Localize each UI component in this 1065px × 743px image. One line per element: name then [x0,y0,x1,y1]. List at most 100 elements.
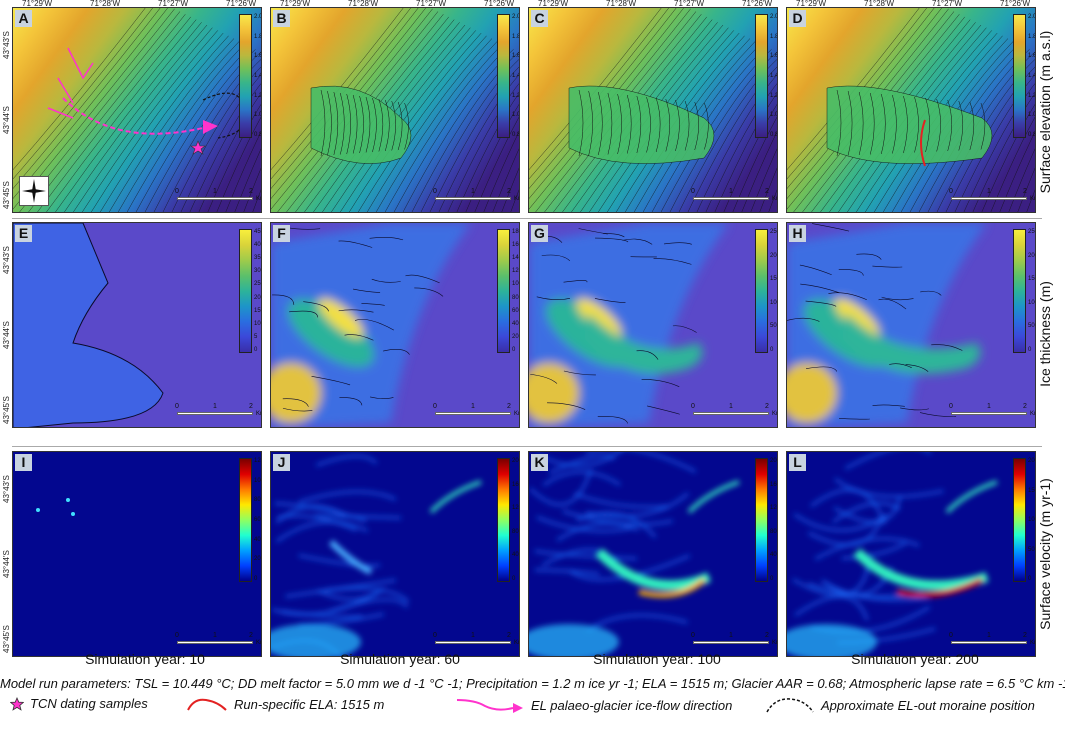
map-panel-e: E 45 40 35 30 25 20 15 10 5 0 0 1 2Km [12,222,262,428]
latitude-label: 43°43'S [2,475,11,503]
colorbar-tick: 2.0 [512,14,520,20]
colorbar-tick: 25 [254,281,261,288]
scale-unit: Km [514,411,519,417]
magenta-arrow-icon [456,699,523,713]
panel-label: A [15,10,32,27]
colorbar-tick: 180 [512,229,519,235]
sim-year-10: Simulation year: 10 [85,651,205,667]
colorbar-tick: 1.8 [770,33,778,40]
colorbar-tick: 2.0 [770,14,778,20]
colorbar-tick: 150 [1028,276,1035,283]
map-panel-g: G 250 200 150 100 50 0 0 1 2Km [528,222,778,428]
scale-tick: 1 [213,632,217,639]
colorbar-tick: 30 [254,268,261,275]
colorbar [497,229,510,353]
colorbar-tick: 200 [770,458,777,464]
scale-tick: 1 [471,632,475,639]
scale-bar: 0 1 2Km [433,399,519,417]
colorbar-tick: 1.2 [1028,92,1036,99]
panel-label: H [789,225,806,242]
longitude-label: 71°28'W [606,0,637,8]
scale-bar-line [435,641,511,644]
star-icon [10,696,24,711]
colorbar-ticks: 2.0 1.8 1.6 1.4 1.2 1.0 0.8 [770,14,778,138]
colorbar-tick: 1.6 [254,53,262,60]
colorbar-tick: 0.8 [1028,132,1036,138]
row-separator [12,218,1042,219]
colorbar-tick: 0 [512,576,516,582]
scale-unit: Km [514,196,519,202]
colorbar [497,458,510,582]
colorbar-tick: 250 [770,229,777,235]
scale-bar-line [951,197,1027,200]
colorbar-tick: 80 [254,497,261,504]
colorbar-tick: 40 [512,320,519,327]
scale-bar: 0 1 2Km [175,399,261,417]
colorbar-tick: 1.2 [254,92,262,99]
panel-label: D [789,10,806,27]
colorbar [755,229,768,353]
scale-tick: 1 [729,403,733,410]
legend-ela: Run-specific ELA: 1515 m [186,696,384,712]
colorbar-tick: 0 [512,347,516,353]
scale-unit: Km [256,411,261,417]
scale-tick: 1 [987,403,991,410]
colorbar [1013,14,1026,138]
scale-tick: 0 [175,632,179,639]
map-panel-c: C 2.0 1.8 1.6 1.4 1.2 1.0 0.8 0 1 2Km [528,7,778,213]
colorbar-tick: 1.0 [254,112,262,119]
colorbar-tick: 0.8 [254,132,262,138]
colorbar-tick: 0 [1028,347,1032,353]
scale-tick: 2 [507,632,511,639]
scale-unit: Km [256,196,261,202]
map-panel-i: I 120 100 80 60 40 20 0 0 1 2Km [12,451,262,657]
scale-bar: 0 1 2Km [949,628,1035,646]
colorbar-ticks: 2.0 1.8 1.6 1.4 1.2 1.0 0.8 [512,14,520,138]
row-label-thickness: Ice thickness (m) [1037,281,1053,387]
scale-tick: 0 [433,632,437,639]
scale-tick: 0 [175,188,179,195]
panel-label: J [273,454,290,471]
latitude-label: 43°44'S [2,321,11,349]
colorbar-tick: 1.4 [770,73,778,79]
map-panel-a: A 2.0 1.8 1.6 1.4 1.2 1.0 0.8 0 1 2Km [12,7,262,213]
colorbar-ticks: 200 160 120 80 40 0 [512,458,519,582]
scale-bar: 0 1 2Km [433,184,519,202]
scale-bar-line [951,641,1027,644]
legend-flow: EL palaeo-glacier ice-flow direction [455,696,732,714]
colorbar-tick: 40 [254,242,261,249]
scale-bar: 0 1 2Km [175,628,261,646]
colorbar-tick: 100 [1028,517,1035,523]
colorbar-tick: 0 [254,347,258,353]
longitude-label: 71°29'W [796,0,827,8]
colorbar-tick: 1.4 [1028,73,1036,79]
panel-label: G [531,225,548,242]
colorbar [239,458,252,582]
scale-tick: 2 [507,188,511,195]
map-panel-f: F 180 160 140 120 100 80 60 40 20 0 0 1 2Km [270,222,520,428]
colorbar-tick: 15 [254,307,261,314]
colorbar-tick: 80 [512,294,519,301]
colorbar-tick: 50 [1028,323,1035,330]
scale-bar-line [951,412,1027,415]
colorbar-ticks: 200 160 120 80 40 0 [770,458,777,582]
latitude-label: 43°44'S [2,106,11,134]
colorbar-tick: 0 [770,576,774,582]
colorbar-tick: 35 [254,255,261,262]
scale-tick: 2 [765,632,769,639]
colorbar-tick: 0 [770,347,774,353]
model-parameters: Model run parameters: TSL = 10.449 °C; D… [0,676,1065,691]
scale-bar-line [693,641,769,644]
scale-bar-line [177,412,253,415]
map-panel-j: J 200 160 120 80 40 0 0 1 2Km [270,451,520,657]
sim-year-200: Simulation year: 200 [851,651,979,667]
colorbar-ticks: 250 200 150 100 50 0 [770,229,777,353]
colorbar-ticks: 2.0 1.8 1.6 1.4 1.2 1.0 0.8 [1028,14,1036,138]
scale-tick: 2 [1023,403,1027,410]
scale-tick: 2 [1023,632,1027,639]
longitude-label: 71°27'W [674,0,705,8]
panel-label: B [273,10,290,27]
colorbar-tick: 150 [1028,487,1035,494]
scale-unit: Km [772,640,777,646]
colorbar-tick: 20 [512,333,519,340]
